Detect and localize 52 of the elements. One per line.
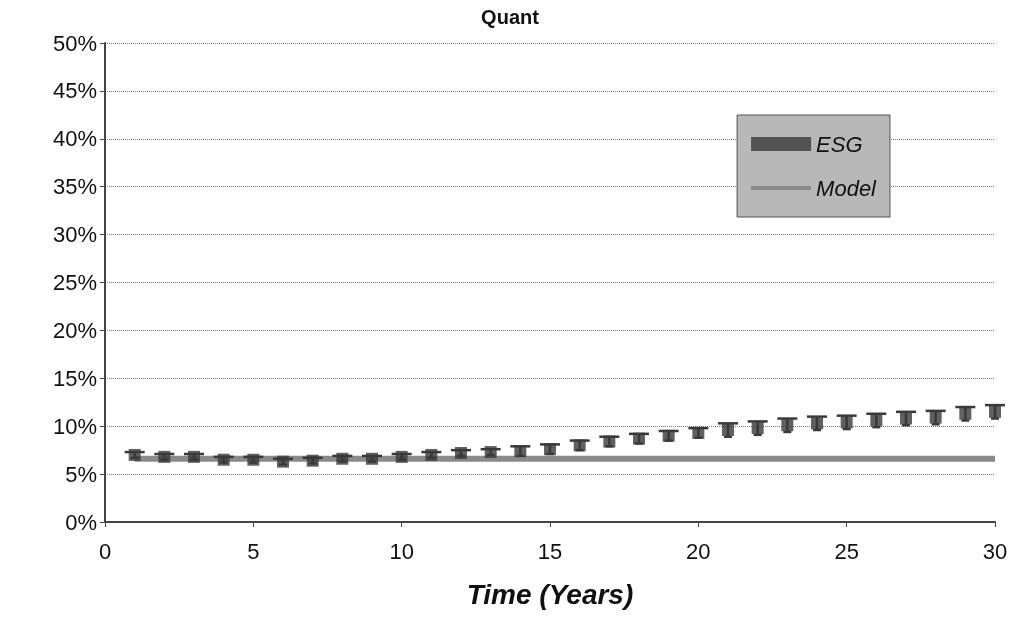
point [751, 422, 764, 435]
point [425, 448, 438, 461]
point [395, 450, 408, 463]
point [128, 448, 141, 461]
y-tick-label: 5% [65, 461, 97, 487]
point [989, 405, 1001, 418]
y-tick-label: 15% [52, 365, 97, 391]
point [662, 429, 675, 442]
legend-label: ESG [816, 131, 863, 157]
point [158, 450, 171, 463]
point [514, 445, 527, 458]
point [455, 447, 467, 460]
point [484, 446, 497, 459]
y-tick-label: 35% [52, 174, 97, 200]
point [544, 443, 556, 456]
y-tick-label: 0% [65, 509, 97, 535]
point [336, 452, 349, 465]
x-tick-label: 5 [247, 538, 260, 564]
y-tick-label: 10% [52, 413, 97, 439]
y-tick-label: 50% [52, 30, 97, 56]
point [811, 417, 823, 430]
point [900, 412, 912, 425]
x-tick-label: 30 [982, 538, 1008, 564]
x-tick-label: 25 [834, 538, 859, 564]
point [366, 452, 378, 465]
chart-title: Quant [481, 6, 540, 28]
point [633, 432, 645, 445]
point [277, 455, 289, 468]
legend-label: Model [816, 175, 878, 201]
y-tick-label: 30% [52, 222, 97, 248]
point [870, 414, 883, 427]
point [306, 454, 319, 467]
x-tick-label: 0 [98, 538, 112, 564]
point [217, 453, 230, 466]
point [722, 424, 734, 437]
y-tick-label: 25% [52, 270, 97, 295]
x-tick-label: 10 [389, 538, 414, 564]
y-tick-label: 45% [52, 78, 97, 104]
y-tick-label: 40% [52, 126, 97, 152]
point [692, 426, 705, 439]
point [840, 416, 853, 429]
point [781, 419, 794, 432]
x-axis-title: Time (Years) [466, 578, 634, 610]
point [959, 407, 972, 420]
point [603, 435, 616, 448]
point [188, 450, 200, 463]
point [929, 411, 942, 424]
point [573, 439, 586, 452]
point [247, 453, 260, 466]
x-tick-label: 20 [686, 538, 711, 564]
y-tick-label: 20% [52, 317, 97, 343]
x-tick-label: 15 [537, 538, 563, 564]
